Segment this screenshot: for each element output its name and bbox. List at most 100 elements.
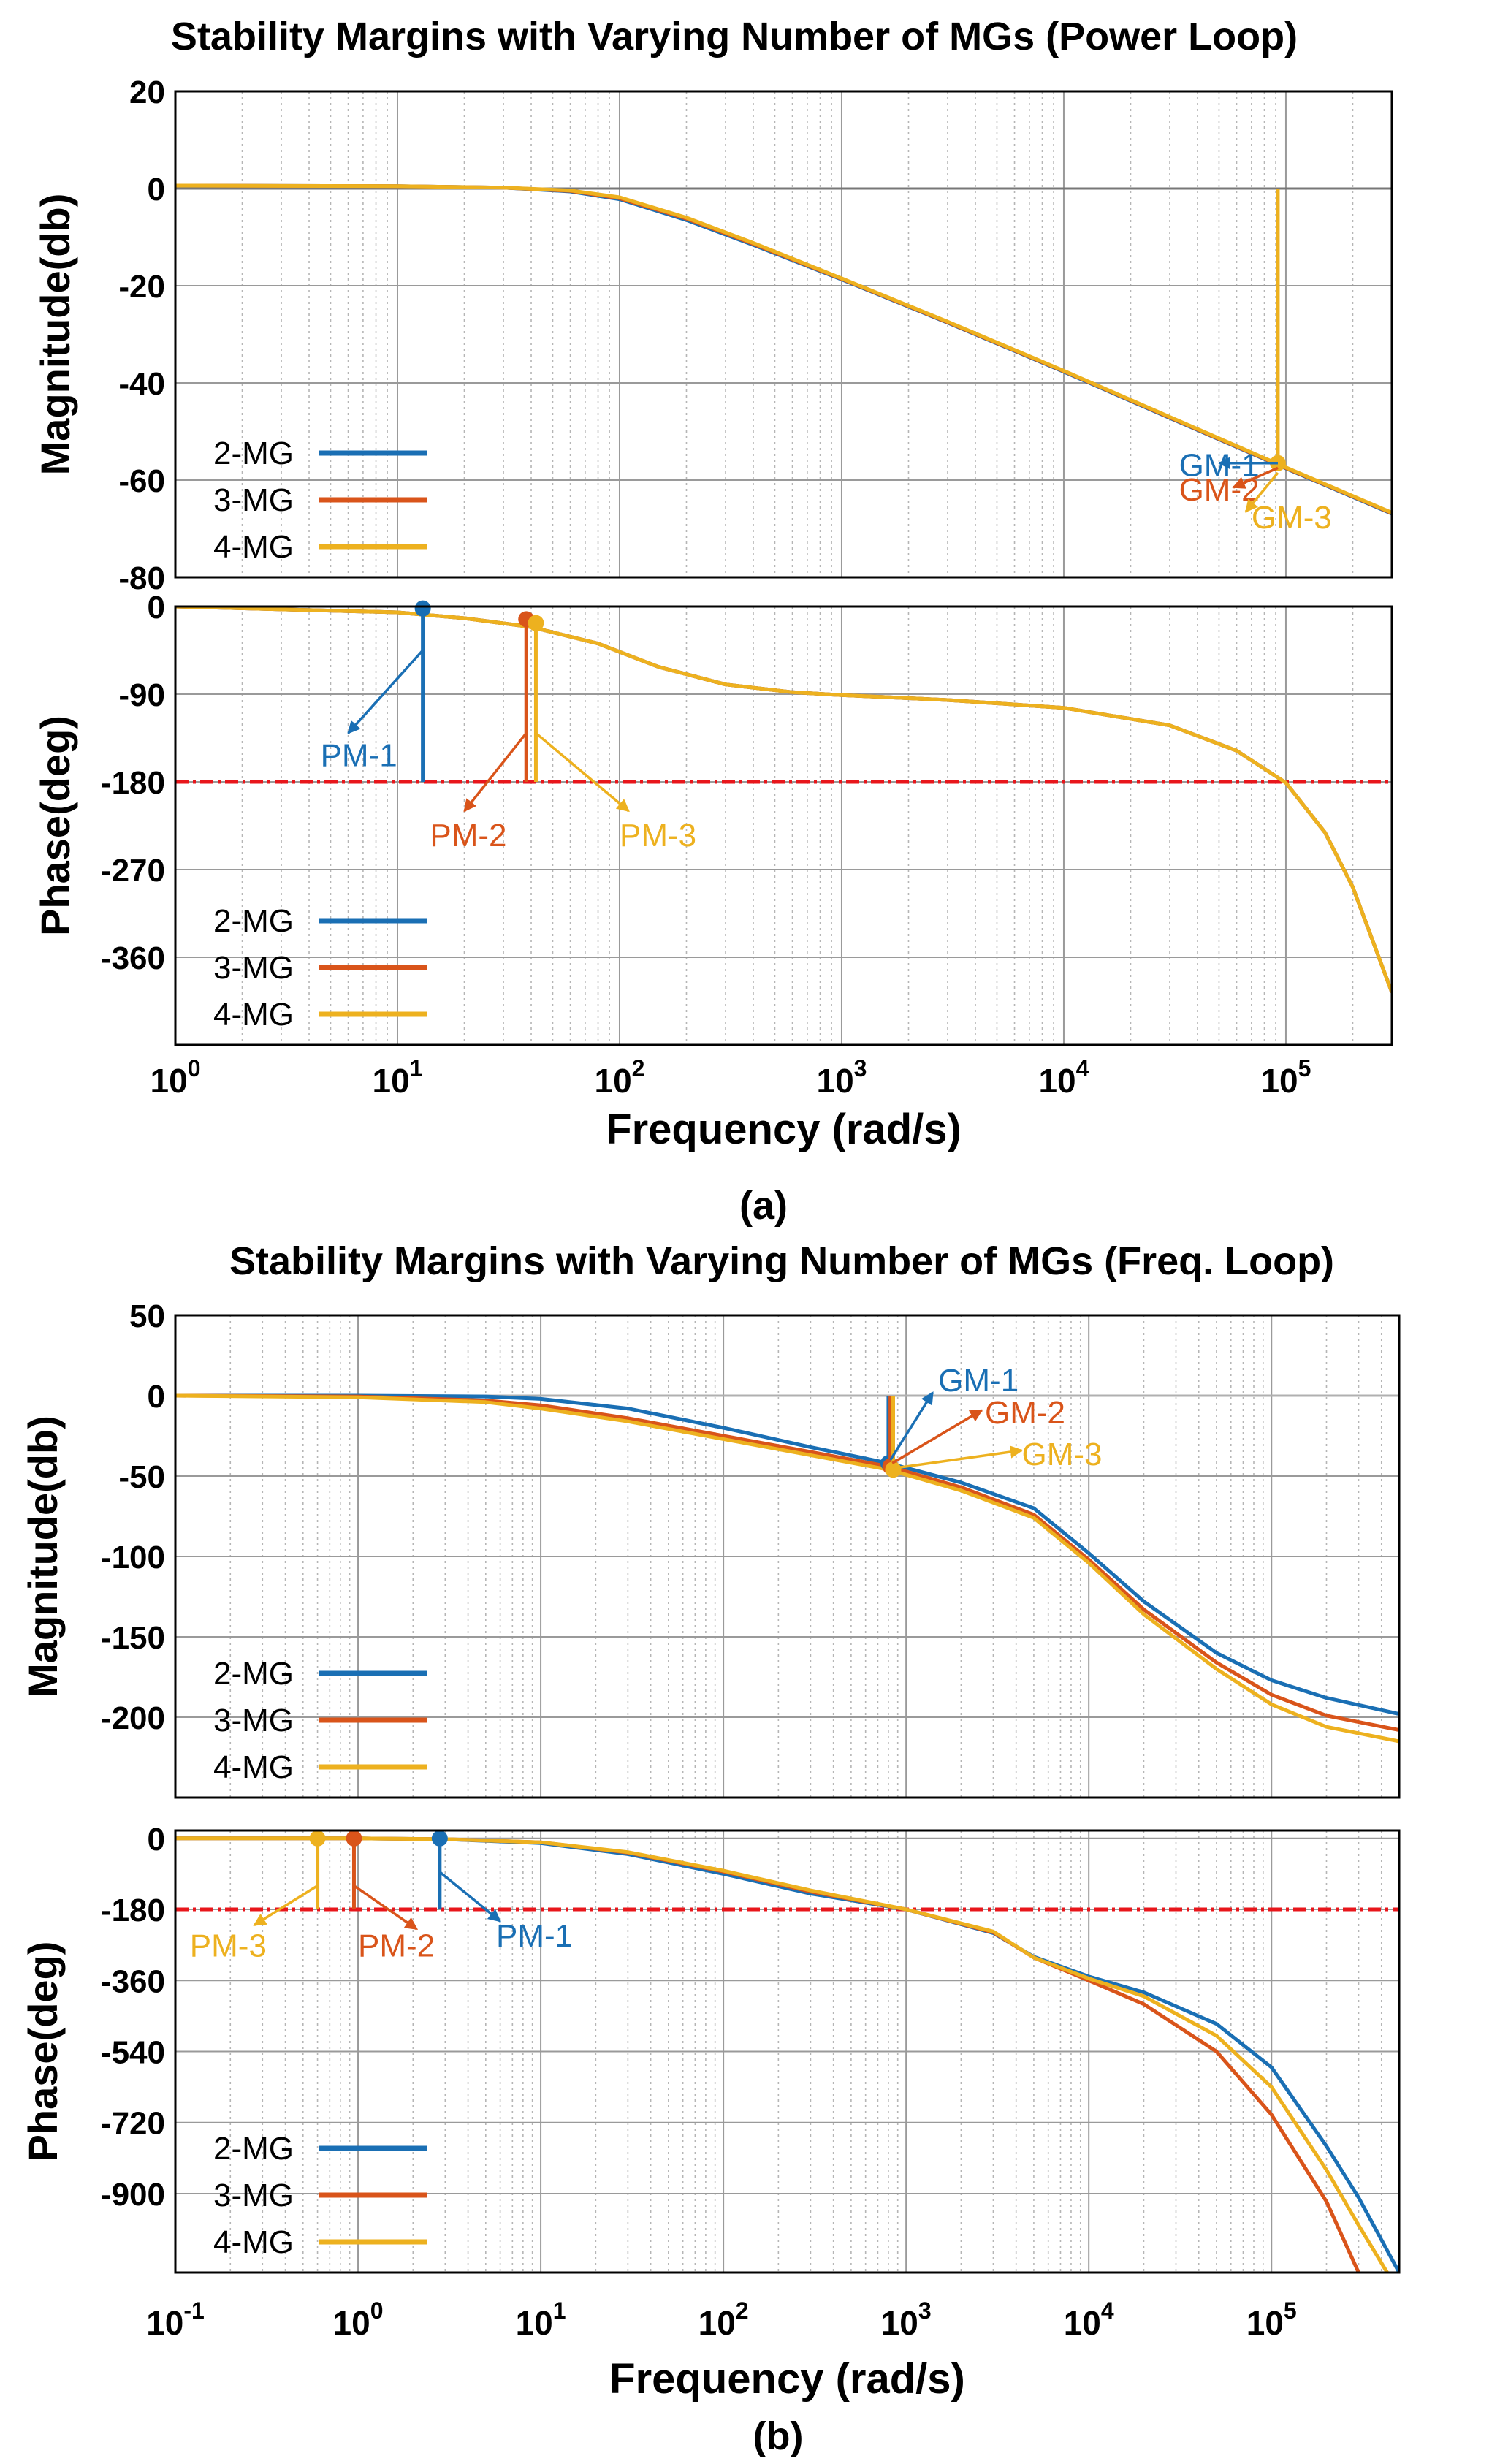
series-line-4-mg [175, 183, 1392, 514]
y-tick-label: -200 [101, 1700, 165, 1736]
y-tick-label: -90 [118, 677, 165, 713]
y-tick-label: 0 [148, 1379, 165, 1415]
series-curves [175, 607, 1392, 993]
x-tick-label: 104 [1038, 1055, 1089, 1100]
plot-layer: 200-20-40-60-80GM-1GM-2GM-32-MG3-MG4-MGM… [20, 75, 1401, 2403]
y-tick-label: 0 [148, 172, 165, 208]
axes-frame [174, 1829, 1401, 2274]
chart-a-panel-2: 0 -90 -180 -270 -360 PM-1 PM-2 PM-3 2-MG 3-MG 4-MG… [32, 590, 1393, 1153]
annotation-label-gm-2: GM-2 [985, 1395, 1065, 1431]
legend-label: 2-MG [213, 903, 294, 939]
annotation-label-pm-1: PM-1 [496, 1918, 573, 1954]
y-tick-label: -900 [101, 2177, 165, 2213]
chart-a-panel-1: 200-20-40-60-80GM-1GM-2GM-32-MG3-MG4-MGM… [32, 75, 1393, 596]
y-tick-label: -20 [118, 269, 165, 305]
y-tick-label: -150 [101, 1620, 165, 1656]
annotation-label-pm-2: PM-2 [430, 818, 506, 853]
y-tick-label: -180 [101, 1893, 165, 1928]
y-axis-label: Magnitude(db) [32, 194, 78, 476]
annotation-label-gm-3: GM-3 [1252, 500, 1332, 536]
chart-b-panel-1: 50 0 -50 -100 -150 -200 GM-1GM-2 GM-3 2-MG 3-MG 4-… [20, 1298, 1401, 1799]
margin-marker-dot [309, 1830, 326, 1847]
x-tick-label: 103 [881, 2297, 932, 2342]
series-line-3-mg [175, 1393, 1399, 1733]
legend-label: 3-MG [213, 482, 294, 518]
series-line-4-mg [175, 1836, 1390, 2273]
annotation-arrow [535, 731, 630, 813]
y-tick-label: -270 [101, 853, 165, 889]
chart-b-panel-2: 0 -180 -360 -540 -720 -900 PM-1 PM-2 PM-3 2-MG 3-M… [20, 1822, 1401, 2403]
annotation-arrow [889, 1391, 934, 1461]
axes-frame [174, 1314, 1401, 1799]
annotation-arrow [438, 1871, 501, 1923]
annotation-arrow [1244, 471, 1279, 513]
annotation-arrow [1232, 466, 1279, 489]
x-tick-label: 105 [1260, 1055, 1311, 1100]
x-tick-label: 104 [1064, 2297, 1114, 2342]
x-tick-label: 102 [698, 2297, 749, 2342]
y-tick-label: -720 [101, 2106, 165, 2142]
y-tick-label: -60 [118, 463, 165, 499]
y-axis-label: Phase(deg) [32, 715, 78, 936]
y-tick-label: -100 [101, 1540, 165, 1575]
series-line-2-mg [175, 1393, 1399, 1716]
plot-area [175, 91, 1392, 577]
y-axis-label: Magnitude(db) [20, 1415, 66, 1697]
annotation-label-gm-3: GM-3 [1022, 1437, 1103, 1472]
axes-frame [174, 605, 1393, 1046]
legend-label: 4-MG [213, 529, 294, 565]
x-tick-label: 103 [816, 1055, 867, 1100]
y-tick-label: -540 [101, 2035, 165, 2071]
legend-label: 4-MG [213, 1749, 294, 1785]
series-line-4-mg [175, 1393, 1399, 1744]
annotation-arrow [353, 1885, 419, 1931]
chart-a-title: Stability Margins with Varying Number of… [171, 15, 1298, 58]
legend-label: 2-MG [213, 2131, 294, 2167]
margin-marker-dot [885, 1461, 902, 1478]
legend: 2-MG 3-MG 4-MG [213, 903, 427, 1033]
legend-label: 4-MG [213, 2224, 294, 2260]
y-tick-label: -360 [101, 1963, 165, 1999]
series-curves [175, 183, 1392, 516]
legend: 2-MG 3-MG 4-MG [213, 1656, 427, 1785]
annotation-arrow [347, 649, 424, 734]
y-axis-label: Phase(deg) [20, 1942, 66, 2162]
y-tick-label: -360 [101, 940, 165, 976]
annotation-label-pm-3: PM-3 [190, 1928, 267, 1964]
margin-marker-dot [431, 1830, 448, 1847]
legend-label: 4-MG [213, 997, 294, 1033]
x-axis-label: Frequency (rad/s) [606, 1106, 962, 1153]
legend-label: 2-MG [213, 1656, 294, 1692]
legend-label: 2-MG [213, 436, 294, 471]
annotation-label-gm-1: GM-1 [938, 1363, 1019, 1399]
legend-label: 3-MG [213, 2178, 294, 2213]
annotation-arrow [894, 1445, 1024, 1469]
x-tick-label: 100 [151, 1055, 201, 1100]
x-tick-label: 10-1 [146, 2297, 205, 2342]
annotation-label-pm-1: PM-1 [321, 738, 397, 774]
series-curves [175, 1393, 1399, 1744]
annotation-arrow [463, 732, 528, 813]
y-tick-label: -40 [118, 366, 165, 402]
caption-a: (a) [739, 1184, 788, 1228]
legend-label: 3-MG [213, 950, 294, 986]
series-curves [175, 1836, 1399, 2273]
annotation-label-pm-2: PM-2 [358, 1928, 435, 1964]
legend: 2-MG 3-MG 4-MG [213, 436, 427, 565]
annotation-arrow [253, 1885, 319, 1927]
axes-frame [174, 90, 1393, 579]
margin-marker-dot [414, 600, 431, 617]
plot-area [175, 607, 1392, 1045]
series-line-4-mg [175, 607, 1392, 993]
legend-label: 3-MG [213, 1703, 294, 1738]
y-tick-label: 50 [129, 1298, 165, 1334]
grid-lines [175, 91, 1392, 577]
caption-b: (b) [753, 2414, 804, 2458]
legend: 2-MG 3-MG 4-MG [213, 2131, 427, 2260]
x-tick-label: 101 [516, 2297, 566, 2342]
x-tick-label: 102 [594, 1055, 644, 1100]
annotation-label-gm-2: GM-2 [1179, 472, 1260, 508]
y-tick-label: 0 [148, 590, 165, 625]
annotation-label-pm-3: PM-3 [620, 818, 696, 853]
